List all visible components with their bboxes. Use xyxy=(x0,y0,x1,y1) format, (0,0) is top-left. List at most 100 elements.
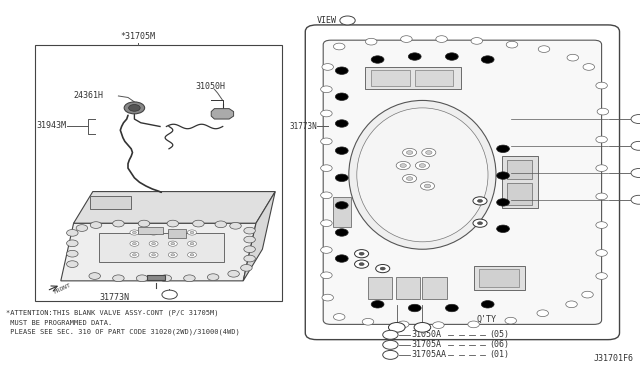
FancyBboxPatch shape xyxy=(323,40,602,324)
Circle shape xyxy=(335,255,348,262)
Circle shape xyxy=(388,323,405,332)
Text: 31050A: 31050A xyxy=(412,330,442,339)
Circle shape xyxy=(631,169,640,177)
Circle shape xyxy=(583,64,595,70)
Bar xyxy=(422,277,447,299)
Circle shape xyxy=(188,241,196,246)
Circle shape xyxy=(193,220,204,227)
Circle shape xyxy=(129,105,140,111)
Circle shape xyxy=(582,291,593,298)
Circle shape xyxy=(167,220,179,227)
Text: (05): (05) xyxy=(490,330,509,339)
Text: 31705AA: 31705AA xyxy=(412,350,447,359)
Circle shape xyxy=(420,182,435,190)
Circle shape xyxy=(408,53,421,60)
Circle shape xyxy=(596,165,607,171)
Circle shape xyxy=(168,230,177,235)
Text: 31773N: 31773N xyxy=(289,122,317,131)
Circle shape xyxy=(406,177,413,180)
Text: 31773N: 31773N xyxy=(99,293,129,302)
Circle shape xyxy=(335,120,348,127)
Circle shape xyxy=(335,67,348,74)
Circle shape xyxy=(631,115,640,124)
Circle shape xyxy=(228,270,239,277)
Circle shape xyxy=(497,172,509,179)
Circle shape xyxy=(67,240,78,247)
Text: A: A xyxy=(167,292,172,297)
Text: MUST BE PROGRAMMED DATA.: MUST BE PROGRAMMED DATA. xyxy=(6,320,113,326)
Ellipse shape xyxy=(349,100,496,249)
Circle shape xyxy=(152,243,156,245)
Polygon shape xyxy=(243,192,275,281)
Circle shape xyxy=(244,236,255,243)
Text: VIEW: VIEW xyxy=(317,16,337,25)
Bar xyxy=(415,70,453,86)
Circle shape xyxy=(168,252,177,257)
Bar xyxy=(168,229,186,238)
Circle shape xyxy=(171,231,175,234)
Bar xyxy=(396,277,420,299)
Circle shape xyxy=(149,241,158,246)
Circle shape xyxy=(171,254,175,256)
Circle shape xyxy=(426,151,432,154)
Circle shape xyxy=(124,102,145,114)
Circle shape xyxy=(132,243,136,245)
Circle shape xyxy=(424,184,431,188)
Text: a: a xyxy=(637,197,640,202)
Text: b: b xyxy=(388,342,392,347)
Bar xyxy=(507,160,532,179)
Circle shape xyxy=(415,161,429,170)
Text: b: b xyxy=(395,325,399,330)
Circle shape xyxy=(130,230,139,235)
Circle shape xyxy=(190,254,194,256)
Circle shape xyxy=(477,222,483,225)
Bar xyxy=(138,227,163,234)
Circle shape xyxy=(362,318,374,325)
Polygon shape xyxy=(61,223,256,281)
Text: A: A xyxy=(346,18,349,23)
Circle shape xyxy=(67,230,78,236)
Circle shape xyxy=(371,301,384,308)
Circle shape xyxy=(355,250,369,258)
Circle shape xyxy=(130,241,139,246)
Circle shape xyxy=(244,255,255,262)
Circle shape xyxy=(90,222,102,228)
Circle shape xyxy=(321,272,332,279)
Circle shape xyxy=(596,273,607,279)
Circle shape xyxy=(468,321,479,328)
Bar xyxy=(507,183,532,205)
Circle shape xyxy=(321,192,332,199)
Bar xyxy=(371,70,410,86)
Circle shape xyxy=(631,141,640,150)
Bar xyxy=(502,156,538,208)
Polygon shape xyxy=(147,275,165,280)
Circle shape xyxy=(371,56,384,63)
Circle shape xyxy=(321,165,332,171)
FancyBboxPatch shape xyxy=(305,25,620,340)
Bar xyxy=(35,45,282,301)
Circle shape xyxy=(419,164,426,167)
Text: J31701F6: J31701F6 xyxy=(594,354,634,363)
Circle shape xyxy=(340,16,355,25)
Circle shape xyxy=(383,330,398,339)
Circle shape xyxy=(497,225,509,232)
Circle shape xyxy=(130,252,139,257)
Circle shape xyxy=(113,275,124,282)
Circle shape xyxy=(359,263,364,266)
Circle shape xyxy=(631,195,640,204)
Circle shape xyxy=(481,56,494,63)
Text: 31050H: 31050H xyxy=(195,82,225,91)
Circle shape xyxy=(136,275,148,282)
Text: (06): (06) xyxy=(490,340,509,349)
Circle shape xyxy=(473,219,487,227)
Circle shape xyxy=(473,197,487,205)
Text: b: b xyxy=(637,170,640,176)
Circle shape xyxy=(149,230,158,235)
Circle shape xyxy=(188,252,196,257)
Circle shape xyxy=(408,304,421,312)
Circle shape xyxy=(67,250,78,257)
Circle shape xyxy=(567,54,579,61)
Circle shape xyxy=(321,138,332,145)
Text: 31943M: 31943M xyxy=(36,121,67,130)
Circle shape xyxy=(244,227,255,234)
